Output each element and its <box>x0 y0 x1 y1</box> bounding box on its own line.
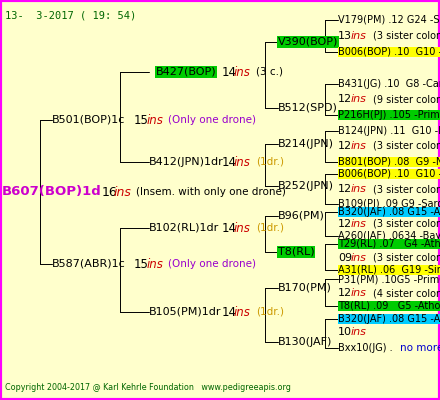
Text: V179(PM) .12 G24 -Sinop62R: V179(PM) .12 G24 -Sinop62R <box>338 15 440 25</box>
Text: 13: 13 <box>338 31 352 41</box>
Text: (1dr.): (1dr.) <box>256 223 284 233</box>
Text: B214(JPN): B214(JPN) <box>278 139 334 149</box>
Text: V390(BOP): V390(BOP) <box>278 37 338 47</box>
Text: 12: 12 <box>338 219 352 229</box>
Text: 15: 15 <box>134 114 149 126</box>
Text: ins: ins <box>351 31 367 41</box>
Text: (3 sister colonies): (3 sister colonies) <box>373 219 440 229</box>
Text: B170(PM): B170(PM) <box>278 283 332 293</box>
Text: A260(JAF) .0634 -Bayburt98-3: A260(JAF) .0634 -Bayburt98-3 <box>338 231 440 241</box>
Text: ins: ins <box>147 258 164 270</box>
Text: ins: ins <box>234 156 251 168</box>
Text: 16: 16 <box>102 186 118 198</box>
Text: ins: ins <box>234 222 251 234</box>
Text: 14: 14 <box>222 222 237 234</box>
Text: B96(PM): B96(PM) <box>278 211 325 221</box>
Text: ins: ins <box>351 219 367 229</box>
Text: (3 sister colonies): (3 sister colonies) <box>373 253 440 263</box>
Text: ins: ins <box>351 94 367 104</box>
Text: (3 sister colonies): (3 sister colonies) <box>373 141 440 151</box>
Text: 09: 09 <box>338 253 352 263</box>
Text: 14: 14 <box>222 156 237 168</box>
Text: (3 c.): (3 c.) <box>256 67 283 77</box>
Text: 12: 12 <box>338 288 352 298</box>
Text: ins: ins <box>147 114 164 126</box>
Text: B427(BOP): B427(BOP) <box>156 67 216 77</box>
Text: (Insem. with only one drone): (Insem. with only one drone) <box>136 187 286 197</box>
Text: B109(PJ) .09 G9 -Sardasht93R: B109(PJ) .09 G9 -Sardasht93R <box>338 199 440 209</box>
Text: B252(JPN): B252(JPN) <box>278 181 334 191</box>
Text: B587(ABR)1c: B587(ABR)1c <box>52 259 126 269</box>
Text: B412(JPN)1dr: B412(JPN)1dr <box>149 157 224 167</box>
Text: (9 sister colonies): (9 sister colonies) <box>373 94 440 104</box>
Text: B512(SPD): B512(SPD) <box>278 103 338 113</box>
Text: B006(BOP) .10  G10 -NO6294R: B006(BOP) .10 G10 -NO6294R <box>338 47 440 57</box>
Text: ins: ins <box>234 306 251 318</box>
Text: (4 sister colonies): (4 sister colonies) <box>373 288 440 298</box>
Text: ins: ins <box>351 288 367 298</box>
Text: T8(RL): T8(RL) <box>278 247 315 257</box>
Text: B006(BOP) .10  G10 -NO6294R: B006(BOP) .10 G10 -NO6294R <box>338 169 440 179</box>
Text: (Only one drone): (Only one drone) <box>168 259 256 269</box>
Text: B130(JAF): B130(JAF) <box>278 337 332 347</box>
Text: 14: 14 <box>222 66 237 78</box>
Text: (1dr.): (1dr.) <box>256 307 284 317</box>
Text: ins: ins <box>114 186 132 198</box>
Text: B431(JG) .10  G8 -Cankiri97Q: B431(JG) .10 G8 -Cankiri97Q <box>338 79 440 89</box>
Text: T8(RL) .09   G5 -Athos00R: T8(RL) .09 G5 -Athos00R <box>338 301 440 311</box>
Text: (3 sister colonies): (3 sister colonies) <box>373 31 440 41</box>
Text: A31(RL) .06  G19 -Sinop62R: A31(RL) .06 G19 -Sinop62R <box>338 265 440 275</box>
Text: ins: ins <box>351 141 367 151</box>
Text: P216H(PJ) .105 -PrimGreen00: P216H(PJ) .105 -PrimGreen00 <box>338 110 440 120</box>
Text: ins: ins <box>234 66 251 78</box>
Text: ins: ins <box>351 253 367 263</box>
Text: (Only one drone): (Only one drone) <box>168 115 256 125</box>
Text: 14: 14 <box>222 306 237 318</box>
Text: 10: 10 <box>338 327 352 337</box>
Text: B801(BOP) .08  G9 -NO6294R: B801(BOP) .08 G9 -NO6294R <box>338 157 440 167</box>
Text: B102(RL)1dr: B102(RL)1dr <box>149 223 219 233</box>
Text: B320(JAF) .08 G15 -AthosStB0R: B320(JAF) .08 G15 -AthosStB0R <box>338 207 440 217</box>
Text: B105(PM)1dr: B105(PM)1dr <box>149 307 221 317</box>
Text: 15: 15 <box>134 258 149 270</box>
Text: B124(JPN) .11  G10 -NO6294R: B124(JPN) .11 G10 -NO6294R <box>338 126 440 136</box>
Text: (1dr.): (1dr.) <box>256 157 284 167</box>
Text: 13-  3-2017 ( 19: 54): 13- 3-2017 ( 19: 54) <box>5 10 136 20</box>
Text: 12: 12 <box>338 94 352 104</box>
Text: T29(RL) .07   G4 -Athos00R: T29(RL) .07 G4 -Athos00R <box>338 239 440 249</box>
Text: no more: no more <box>400 343 440 353</box>
Text: B607(BOP)1d: B607(BOP)1d <box>2 186 102 198</box>
Text: (3 sister colonies): (3 sister colonies) <box>373 184 440 194</box>
Text: Bxx10(JG) .: Bxx10(JG) . <box>338 343 392 353</box>
Text: B320(JAF) .08 G15 -AthosStB0R: B320(JAF) .08 G15 -AthosStB0R <box>338 314 440 324</box>
Text: ins: ins <box>351 184 367 194</box>
Text: B501(BOP)1c: B501(BOP)1c <box>52 115 125 125</box>
Text: ins: ins <box>351 327 367 337</box>
Text: 12: 12 <box>338 184 352 194</box>
Text: P31(PM) .10G5 -PrimGreen00: P31(PM) .10G5 -PrimGreen00 <box>338 274 440 284</box>
Text: 12: 12 <box>338 141 352 151</box>
Text: Copyright 2004-2017 @ Karl Kehrle Foundation   www.pedigreeapis.org: Copyright 2004-2017 @ Karl Kehrle Founda… <box>5 383 291 392</box>
